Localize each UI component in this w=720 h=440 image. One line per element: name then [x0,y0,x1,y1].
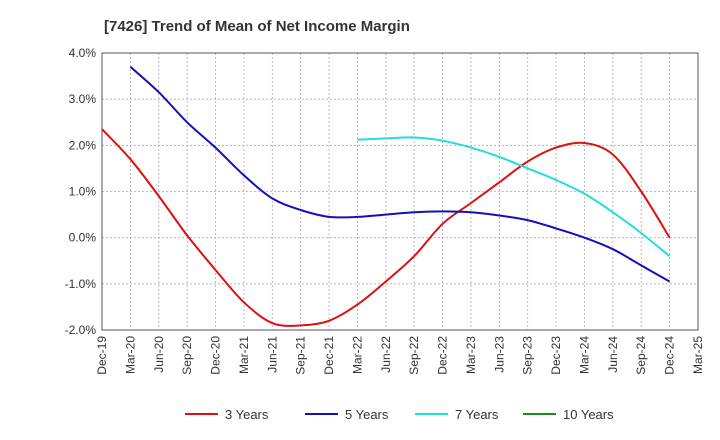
x-tick-label: Jun-23 [492,336,506,373]
series-lines [101,66,671,327]
x-tick-label: Jun-24 [606,336,620,373]
series-line-3 [357,136,671,257]
x-tick-label: Jun-22 [379,336,393,373]
y-tick-label: 2.0% [69,138,97,152]
x-axis: Dec-19 Mar-20 Jun-20 Sep-20 Dec-20 Mar-21 Jun-… [95,336,705,375]
series-line-1 [101,128,671,327]
series-line-2 [129,66,671,283]
legend-label-1: 3 Years [225,407,269,422]
x-tick-label: Mar-24 [577,336,591,374]
x-tick-label: Sep-22 [407,336,421,375]
legend-label-2: 5 Years [345,407,389,422]
x-tick-label: Mar-20 [123,336,137,374]
legend-label-3: 7 Years [455,407,499,422]
legend-label-4: 10 Years [563,407,614,422]
x-tick-label: Dec-19 [95,336,109,375]
x-tick-label: Jun-21 [265,336,279,373]
legend: 3 Years 5 Years 7 Years 10 Years [185,407,614,422]
plot-frame [101,52,699,331]
plot-area [101,52,699,331]
x-tick-label: Sep-20 [180,336,194,375]
y-tick-label: -1.0% [65,277,97,291]
y-axis: 4.0% 3.0% 2.0% 1.0% 0.0% -1.0% -2.0% [65,46,97,337]
y-tick-label: 1.0% [69,185,97,199]
y-tick-label: 3.0% [69,92,97,106]
x-tick-label: Dec-23 [549,336,563,375]
x-tick-label: Mar-21 [237,336,251,374]
x-tick-label: Dec-22 [436,336,450,375]
x-tick-label: Sep-21 [294,336,308,375]
x-tick-label: Sep-24 [634,336,648,375]
x-tick-label: Jun-20 [152,336,166,373]
chart-title: [7426] Trend of Mean of Net Income Margi… [104,18,410,35]
x-tick-label: Mar-23 [464,336,478,374]
y-tick-label: 0.0% [69,231,97,245]
x-tick-label: Dec-20 [209,336,223,375]
x-tick-label: Mar-22 [350,336,364,374]
x-tick-label: Sep-23 [521,336,535,375]
y-tick-label: -2.0% [65,323,97,337]
y-tick-label: 4.0% [69,46,97,60]
x-tick-label: Mar-25 [691,336,705,374]
x-tick-label: Dec-21 [322,336,336,375]
x-tick-label: Dec-24 [663,336,677,375]
